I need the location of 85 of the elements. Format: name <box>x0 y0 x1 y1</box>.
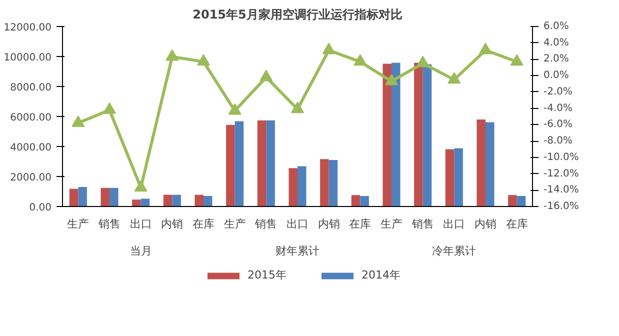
x-tick-label: 内销 <box>161 218 184 230</box>
bar <box>266 120 275 206</box>
bar <box>486 122 494 206</box>
bar <box>204 196 212 206</box>
bar <box>288 168 298 206</box>
bar <box>422 64 432 206</box>
point <box>510 54 524 66</box>
x-tick-label: 生产 <box>224 218 246 230</box>
bar <box>140 198 150 206</box>
bar <box>414 62 423 206</box>
bar <box>454 148 463 206</box>
point <box>448 72 461 84</box>
point <box>166 49 179 61</box>
bar <box>172 194 181 206</box>
point <box>134 180 148 192</box>
bar <box>132 200 141 206</box>
bar <box>226 124 235 206</box>
point <box>291 102 304 114</box>
x-tick-label: 在库 <box>506 218 528 230</box>
y-tick-label: 2000.00 <box>10 172 52 184</box>
y2-tick-label: -12.0% <box>544 168 579 180</box>
x-tick-label: 出口 <box>443 218 466 230</box>
x-tick-label: 生产 <box>380 218 402 230</box>
text: 当月 <box>130 244 152 258</box>
x-tick-label: 销售 <box>98 218 120 230</box>
y-tick-label: 4000.00 <box>10 142 52 154</box>
bar <box>257 120 266 206</box>
bar <box>351 195 360 206</box>
bar <box>382 64 392 206</box>
y2-tick-label: 6.0% <box>544 21 569 32</box>
y-tick-label: 10000.00 <box>4 52 52 64</box>
bar <box>78 187 87 206</box>
x-tick-label: 内销 <box>474 218 496 230</box>
y2-tick-label: -16.0% <box>544 201 579 212</box>
bar <box>360 196 369 206</box>
y2-tick-label: -8.0% <box>544 136 573 147</box>
point <box>385 74 398 86</box>
y2-tick-label: -2.0% <box>544 86 573 98</box>
bar <box>320 159 329 206</box>
bar <box>100 188 110 206</box>
y2-tick-label: 4.0% <box>544 37 569 48</box>
bar <box>163 194 172 206</box>
y-tick-label: 12000.00 <box>4 22 52 34</box>
x-tick-label: 在库 <box>349 218 372 230</box>
bar <box>328 160 338 206</box>
point <box>72 116 85 128</box>
bar <box>298 166 306 206</box>
bar <box>69 188 78 206</box>
bar <box>234 121 244 206</box>
bar <box>508 195 517 206</box>
text: 财年累计 <box>276 244 320 258</box>
bar <box>392 62 400 206</box>
point <box>479 42 492 54</box>
bar <box>516 196 526 206</box>
bar <box>445 149 454 206</box>
x-tick-label: 出口 <box>286 218 308 230</box>
x-tick-label: 内销 <box>318 218 340 230</box>
x-tick-label: 在库 <box>192 218 214 230</box>
bar <box>194 194 204 206</box>
point <box>103 102 116 114</box>
point <box>260 70 273 82</box>
point <box>228 103 242 115</box>
chart-title: 2015年5月家用空调行业运行指标对比 <box>192 8 402 22</box>
y2-tick-label: -10.0% <box>544 152 579 163</box>
x-tick-label: 出口 <box>130 218 152 230</box>
y2-tick-label: -6.0% <box>544 119 573 130</box>
point <box>197 54 210 66</box>
x-tick-label: 销售 <box>410 218 434 230</box>
y2-tick-label: 2.0% <box>544 54 569 65</box>
legend-label: 2014年 <box>362 268 400 282</box>
bar <box>476 120 486 206</box>
legend-label: 2015年 <box>248 268 286 282</box>
point <box>354 54 367 66</box>
x-tick-label: 销售 <box>254 218 278 230</box>
y2-tick-label: -14.0% <box>544 184 579 196</box>
point <box>322 42 336 54</box>
y2-tick-label: 0.0% <box>544 70 569 82</box>
y2-tick-label: -4.0% <box>544 102 573 114</box>
point <box>416 56 430 68</box>
y-tick-label: 0.00 <box>29 202 52 214</box>
x-tick-label: 生产 <box>67 218 90 230</box>
y-tick-label: 8000.00 <box>10 82 52 94</box>
bar <box>110 188 118 206</box>
y-tick-label: 6000.00 <box>10 112 52 124</box>
text: 冷年累计 <box>432 244 476 258</box>
